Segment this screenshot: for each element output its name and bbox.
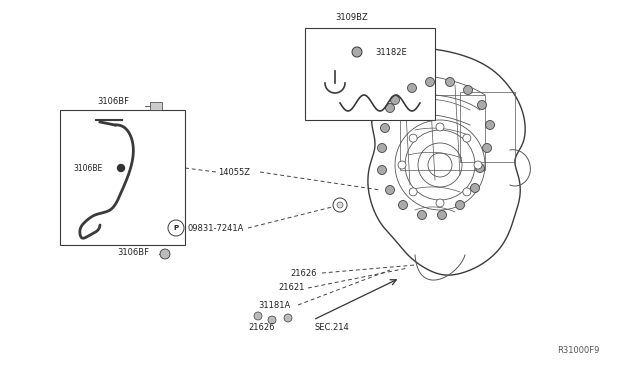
Text: 14055Z: 14055Z xyxy=(218,167,250,176)
Circle shape xyxy=(160,249,170,259)
Polygon shape xyxy=(368,48,525,275)
Circle shape xyxy=(409,134,417,142)
Text: 09831-7241A: 09831-7241A xyxy=(188,224,244,232)
Circle shape xyxy=(463,86,472,94)
Circle shape xyxy=(486,121,495,129)
Circle shape xyxy=(284,314,292,322)
Text: 31181A: 31181A xyxy=(258,301,291,310)
Circle shape xyxy=(381,124,390,132)
Circle shape xyxy=(438,211,447,219)
Circle shape xyxy=(463,134,471,142)
Circle shape xyxy=(474,161,482,169)
Text: 3109BZ: 3109BZ xyxy=(335,13,368,22)
Bar xyxy=(460,92,515,162)
Circle shape xyxy=(436,123,444,131)
Circle shape xyxy=(476,164,484,173)
Bar xyxy=(305,28,435,120)
Text: R31000F9: R31000F9 xyxy=(557,346,600,355)
Circle shape xyxy=(409,188,417,196)
Text: 21626: 21626 xyxy=(290,269,317,278)
Circle shape xyxy=(470,183,479,192)
Text: 21621: 21621 xyxy=(278,283,305,292)
Circle shape xyxy=(352,47,362,57)
Circle shape xyxy=(168,220,184,236)
Text: SEC.214: SEC.214 xyxy=(315,324,349,333)
Circle shape xyxy=(385,103,394,112)
Circle shape xyxy=(398,161,406,169)
Circle shape xyxy=(254,312,262,320)
Circle shape xyxy=(399,201,408,209)
Text: 31182E: 31182E xyxy=(375,48,407,57)
Text: 3106BE: 3106BE xyxy=(73,164,102,173)
Text: 3106BF: 3106BF xyxy=(97,97,129,106)
Text: 21626: 21626 xyxy=(248,324,275,333)
Circle shape xyxy=(378,144,387,153)
Circle shape xyxy=(333,198,347,212)
Bar xyxy=(60,110,185,245)
Circle shape xyxy=(477,100,486,109)
Circle shape xyxy=(445,77,454,87)
Circle shape xyxy=(436,199,444,207)
Circle shape xyxy=(268,316,276,324)
Circle shape xyxy=(385,186,394,195)
Circle shape xyxy=(118,164,125,171)
Circle shape xyxy=(456,201,465,209)
Circle shape xyxy=(417,211,426,219)
Circle shape xyxy=(408,83,417,93)
Circle shape xyxy=(426,77,435,87)
Circle shape xyxy=(463,188,471,196)
Text: 3106BF: 3106BF xyxy=(117,248,149,257)
Bar xyxy=(400,95,485,170)
Circle shape xyxy=(483,144,492,153)
Text: P: P xyxy=(173,225,179,231)
Bar xyxy=(150,102,162,110)
Circle shape xyxy=(337,202,343,208)
Circle shape xyxy=(390,96,399,105)
Circle shape xyxy=(378,166,387,174)
